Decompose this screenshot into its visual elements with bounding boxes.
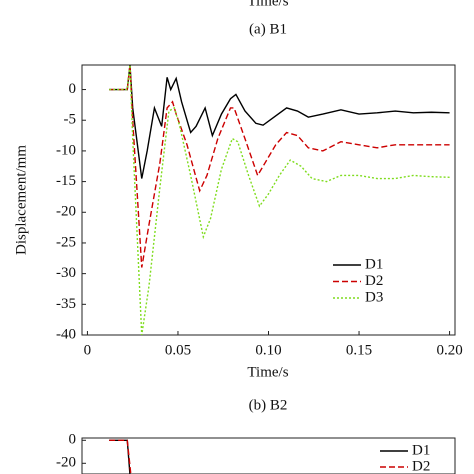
series-line [109, 65, 450, 335]
y-tick-label: -30 [56, 265, 76, 281]
series-line [109, 65, 450, 179]
plot-area [109, 439, 132, 474]
x-tick-label: 0.05 [165, 342, 191, 358]
x-tick-label: 0.20 [436, 342, 462, 358]
plot-frame [81, 64, 456, 336]
panel-caption: (a) B1 [249, 21, 287, 37]
y-tick-label: 0 [69, 81, 77, 97]
series-line [109, 439, 131, 474]
x-axis-label: Time/s [247, 364, 288, 380]
legend-label: D2 [365, 273, 383, 289]
x-tick-label: 0.10 [255, 342, 281, 358]
y-tick-label: -20 [56, 204, 76, 220]
y-tick-label: -20 [56, 455, 76, 471]
legend-label: D1 [365, 256, 383, 272]
plot-frame [81, 437, 456, 474]
y-tick-label: -25 [56, 234, 76, 250]
y-tick-label: -35 [56, 296, 76, 312]
y-axis-label: Displacement/mm [13, 145, 29, 255]
x-tick-label: 0 [84, 342, 92, 358]
legend-label: D1 [412, 442, 430, 458]
legend-label: D2 [412, 458, 430, 474]
y-tick-label: -40 [56, 326, 76, 342]
y-tick-label: -15 [56, 173, 76, 189]
previous-x-label: Time/s [247, 0, 288, 9]
panel-caption: (b) B2 [249, 397, 288, 413]
y-tick-label: 0 [69, 432, 77, 448]
plot-area [109, 65, 450, 335]
y-tick-label: -5 [64, 112, 77, 128]
series-line [109, 65, 450, 268]
x-tick-label: 0.15 [346, 342, 372, 358]
legend-label: D3 [365, 289, 383, 305]
series-line [109, 439, 132, 474]
y-tick-label: -10 [56, 142, 76, 158]
